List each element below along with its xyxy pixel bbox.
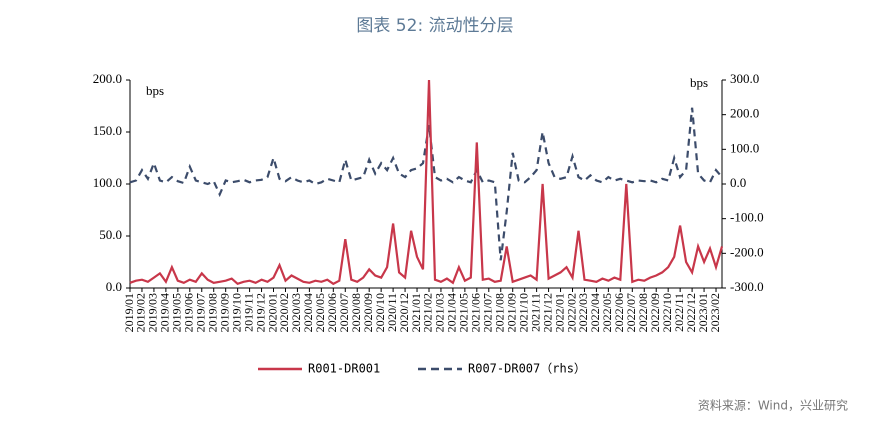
y2-tick-label: -100.0 <box>730 210 764 225</box>
x-tick-label: 2020/12 <box>397 293 411 332</box>
x-tick-label: 2020/10 <box>373 293 387 332</box>
x-tick-label: 2021/11 <box>528 293 542 332</box>
x-tick-label: 2020/01 <box>265 293 279 332</box>
x-tick-label: 2019/03 <box>146 293 160 332</box>
legend-label: R007-DR007（rhs） <box>468 362 586 376</box>
y-tick-label: 50.0 <box>99 227 122 242</box>
x-tick-label: 2019/08 <box>205 293 219 332</box>
y2-tick-label: 100.0 <box>730 140 759 155</box>
x-tick-label: 2022/12 <box>684 293 698 332</box>
x-tick-label: 2019/02 <box>134 293 148 332</box>
y-tick-label: 200.0 <box>93 71 122 86</box>
y-tick-label: 100.0 <box>93 175 122 190</box>
y-unit: bps <box>146 83 164 98</box>
x-tick-label: 2021/12 <box>540 293 554 332</box>
y2-tick-label: 300.0 <box>730 71 759 86</box>
x-tick-label: 2023/02 <box>708 293 722 332</box>
x-tick-label: 2022/04 <box>588 293 602 332</box>
x-tick-label: 2022/02 <box>564 293 578 332</box>
x-tick-label: 2019/04 <box>158 293 172 332</box>
x-tick-label: 2019/11 <box>241 293 255 332</box>
x-tick-label: 2022/09 <box>648 293 662 332</box>
x-tick-label: 2021/01 <box>409 293 423 332</box>
x-tick-label: 2019/01 <box>122 293 136 332</box>
x-tick-label: 2020/09 <box>361 293 375 332</box>
x-tick-label: 2021/09 <box>504 293 518 332</box>
source-note: 资料来源：Wind，兴业研究 <box>698 398 848 413</box>
y-tick-label: 0.0 <box>106 279 122 294</box>
x-tick-label: 2020/07 <box>337 293 351 332</box>
x-tick-label: 2020/06 <box>325 293 339 332</box>
x-tick-label: 2019/09 <box>217 293 231 332</box>
x-tick-label: 2020/05 <box>313 293 327 332</box>
x-tick-label: 2022/03 <box>576 293 590 332</box>
y2-tick-label: 0.0 <box>730 175 746 190</box>
x-tick-label: 2021/02 <box>421 293 435 332</box>
x-tick-label: 2021/10 <box>516 293 530 332</box>
x-tick-label: 2019/10 <box>229 293 243 332</box>
x-tick-label: 2023/01 <box>696 293 710 332</box>
x-tick-label: 2019/07 <box>194 293 208 332</box>
x-tick-label: 2020/08 <box>349 293 363 332</box>
x-tick-label: 2021/04 <box>445 293 459 332</box>
series-line <box>129 79 724 286</box>
x-tick-label: 2021/07 <box>481 293 495 332</box>
x-tick-label: 2022/05 <box>600 293 614 332</box>
x-tick-label: 2021/05 <box>457 293 471 332</box>
x-tick-label: 2020/11 <box>385 293 399 332</box>
x-tick-label: 2021/08 <box>492 293 506 332</box>
legend-label: R001-DR001 <box>308 362 380 376</box>
x-tick-label: 2022/01 <box>552 293 566 332</box>
x-tick-label: 2022/07 <box>624 293 638 332</box>
x-tick-label: 2022/08 <box>636 293 650 332</box>
y-tick-label: 150.0 <box>93 123 122 138</box>
x-tick-label: 2022/11 <box>672 293 686 332</box>
x-tick-label: 2021/06 <box>469 293 483 332</box>
y2-tick-label: -200.0 <box>730 244 764 259</box>
x-tick-label: 2020/03 <box>289 293 303 332</box>
x-tick-label: 2021/03 <box>433 293 447 332</box>
x-tick-label: 2019/05 <box>170 293 184 332</box>
x-tick-label: 2019/06 <box>182 293 196 332</box>
x-tick-label: 2022/06 <box>612 293 626 332</box>
y2-tick-label: -300.0 <box>730 279 764 294</box>
x-tick-label: 2020/02 <box>277 293 291 332</box>
x-tick-label: 2020/04 <box>301 293 315 332</box>
y2-unit: bps <box>690 75 708 90</box>
x-tick-label: 2022/10 <box>660 293 674 332</box>
y2-tick-label: 200.0 <box>730 106 759 121</box>
chart-title: 图表 52: 流动性分层 <box>356 16 513 36</box>
x-tick-label: 2019/12 <box>253 293 267 332</box>
